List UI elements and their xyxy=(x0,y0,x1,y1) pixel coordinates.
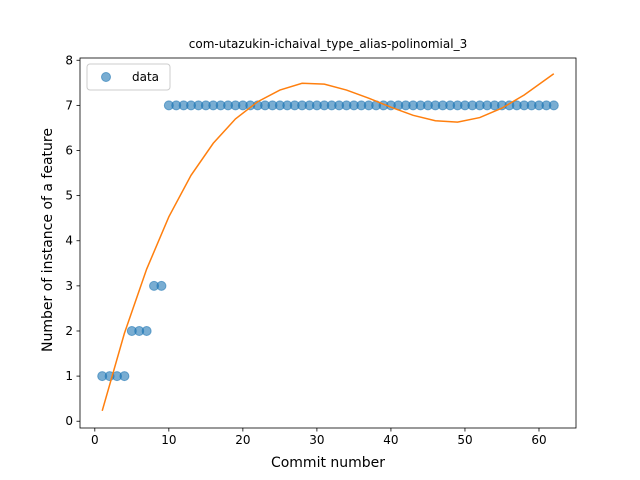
y-tick-label: 0 xyxy=(65,414,73,428)
plot-frame xyxy=(79,57,577,429)
x-tick-label: 20 xyxy=(235,433,250,447)
x-tick-label: 40 xyxy=(383,433,398,447)
chart-title: com-utazukin-ichaival_type_alias-polinom… xyxy=(189,37,467,51)
y-tick-label: 6 xyxy=(65,144,73,158)
y-tick-label: 3 xyxy=(65,279,73,293)
y-tick-label: 1 xyxy=(65,369,73,383)
legend-marker-data xyxy=(101,72,111,82)
x-tick-label: 0 xyxy=(91,433,99,447)
x-tick-label: 30 xyxy=(309,433,324,447)
legend-label-data: data xyxy=(132,70,159,84)
x-tick-label: 60 xyxy=(531,433,546,447)
x-axis: 0 10 20 30 40 50 60 xyxy=(91,428,547,447)
x-axis-label: Commit number xyxy=(271,455,385,471)
y-tick-label: 2 xyxy=(65,324,73,338)
legend-box xyxy=(86,63,171,91)
plot-area xyxy=(97,73,559,412)
y-tick-label: 7 xyxy=(65,98,73,112)
y-tick-label: 5 xyxy=(65,189,73,203)
y-axis: 0 1 2 3 4 5 6 7 8 xyxy=(65,53,80,428)
data-point xyxy=(141,325,152,336)
y-axis-label: Number of instance of a feature xyxy=(40,128,56,352)
y-tick-label: 8 xyxy=(65,53,73,67)
data-point xyxy=(548,100,559,111)
legend: data xyxy=(86,63,171,91)
data-point xyxy=(119,371,130,382)
x-tick-label: 10 xyxy=(161,433,176,447)
data-point xyxy=(156,280,167,291)
fit-line xyxy=(101,73,555,412)
x-tick-label: 50 xyxy=(457,433,472,447)
y-tick-label: 4 xyxy=(65,234,73,248)
